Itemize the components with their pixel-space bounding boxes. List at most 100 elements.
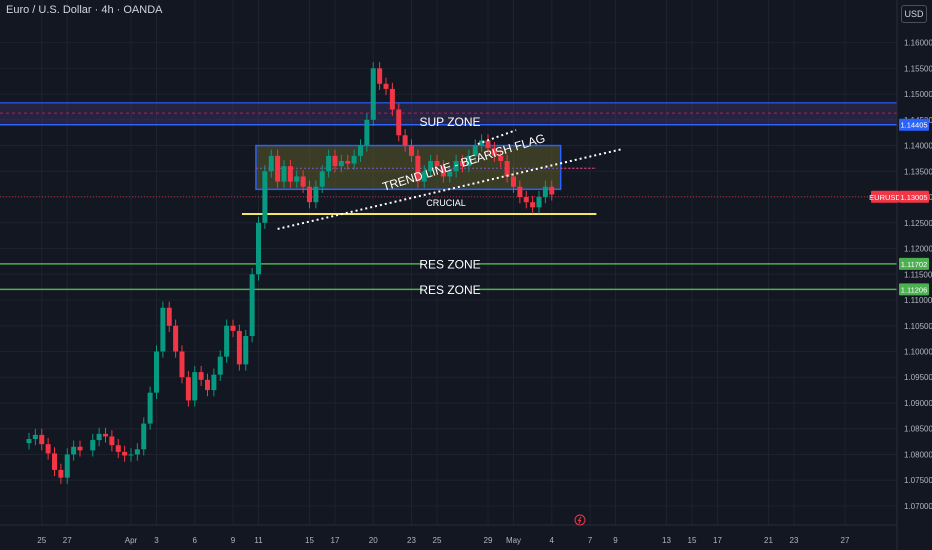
candle-body	[498, 155, 504, 161]
candle-body	[440, 166, 446, 177]
candle-body	[523, 197, 529, 203]
sup-zone-label: SUP ZONE	[419, 115, 480, 129]
x-tick-label: Apr	[125, 536, 138, 545]
price-tags: 1.14405 1.11702 1.11206 EURUSD 1.13005	[869, 118, 929, 296]
candle-body	[230, 325, 236, 331]
candle-body	[262, 171, 268, 223]
current-price-tag	[899, 190, 929, 203]
candle-body	[326, 155, 332, 172]
x-tick-label: 23	[790, 536, 799, 545]
candle-body	[409, 145, 414, 156]
candle-body	[415, 155, 421, 182]
candle-body	[128, 454, 134, 456]
x-tick-label: May	[506, 536, 521, 545]
candle-body	[530, 202, 536, 208]
candle-body	[26, 439, 32, 444]
grid	[0, 0, 897, 525]
price-tag-2-text: 1.11702	[901, 260, 928, 269]
candle-body	[236, 330, 242, 365]
candle-body	[122, 451, 128, 456]
y-tick-label: 1.10000	[904, 347, 932, 356]
y-tick-label: 1.15500	[904, 64, 932, 73]
candle-body	[466, 155, 472, 167]
candle-body	[141, 423, 147, 450]
x-tick-label: 20	[369, 536, 378, 545]
candle-body	[52, 453, 57, 470]
candle-body	[345, 161, 351, 164]
y-tick-label: 1.09000	[904, 399, 932, 408]
candle-body	[45, 444, 51, 454]
res-zone-label-bg	[423, 256, 477, 271]
x-tick-label: 17	[331, 536, 340, 545]
x-tick-label: 9	[613, 536, 618, 545]
candle-body	[307, 186, 312, 203]
candle-body	[166, 307, 172, 326]
event-lightning-icon[interactable]	[574, 514, 586, 526]
candle-body	[402, 135, 408, 146]
x-tick-label: 13	[662, 536, 671, 545]
y-tick-label: 1.08500	[904, 425, 932, 434]
candle-body	[396, 109, 402, 136]
candle-body	[217, 356, 223, 375]
y-tick-label: 1.12000	[904, 245, 932, 254]
price-tag-1	[899, 118, 929, 131]
candle-body	[287, 166, 293, 182]
x-tick-label: 25	[37, 536, 46, 545]
x-tick-label: 3	[154, 536, 159, 545]
price-tag-2	[899, 257, 929, 270]
candle-body	[77, 446, 83, 451]
candle-body	[511, 176, 516, 187]
candle-body	[71, 446, 77, 455]
zones	[0, 102, 897, 291]
y-tick-label: 1.09500	[904, 373, 932, 382]
y-tick-label: 1.15000	[904, 90, 932, 99]
currency-button[interactable]: USD	[901, 5, 927, 23]
candle-body	[256, 222, 261, 275]
symbol-tag	[871, 190, 899, 203]
x-tick-label: 17	[713, 536, 722, 545]
candle-body	[472, 145, 478, 156]
candle-body	[39, 434, 45, 445]
symbol-tag-text: EURUSD	[869, 193, 901, 202]
x-tick-label: 6	[193, 536, 198, 545]
candle-body	[281, 166, 287, 182]
candle-body	[421, 171, 427, 182]
res-zone-label-bg	[423, 282, 477, 297]
price-tag-3	[899, 283, 929, 296]
candle-body	[96, 433, 102, 441]
x-tick-label: 15	[688, 536, 697, 545]
candle-body	[243, 336, 249, 365]
candle-body	[370, 68, 376, 120]
res-zone-label-2: RES ZONE	[419, 283, 480, 297]
crucial-label: CRUCIAL	[426, 198, 466, 208]
candle-body	[479, 140, 485, 146]
x-tick-label: 11	[254, 536, 263, 545]
candle-body	[536, 197, 542, 208]
lightning-glyph	[577, 516, 582, 524]
candle-body	[147, 392, 153, 424]
res-zone-label-1: RES ZONE	[419, 257, 480, 271]
y-tick-label: 1.08000	[904, 450, 932, 459]
candle-body	[205, 379, 210, 391]
y-tick-label: 1.11000	[904, 296, 932, 305]
candle-body	[211, 374, 217, 391]
candle-body	[185, 377, 191, 401]
time-axis[interactable]: 25 27 Apr 3 6 9 11 15 17 20 23 25 29 May 4 7 9 13 15 17 21 23…	[0, 514, 897, 545]
candle-body	[549, 186, 555, 195]
y-tick-label: 1.11500	[904, 270, 932, 279]
candle-body	[313, 186, 319, 203]
candle-body	[517, 186, 523, 198]
x-tick-label: 27	[63, 536, 72, 545]
x-tick-label: 9	[231, 536, 236, 545]
candle-body	[90, 440, 96, 451]
candle-body	[115, 445, 121, 452]
candle-body	[103, 433, 108, 437]
candle-body	[434, 161, 440, 167]
candle-body	[491, 148, 497, 156]
candle-body	[332, 155, 338, 167]
y-tick-label: 1.07500	[904, 476, 932, 485]
candle-body	[179, 351, 185, 378]
candle-body	[64, 454, 70, 478]
